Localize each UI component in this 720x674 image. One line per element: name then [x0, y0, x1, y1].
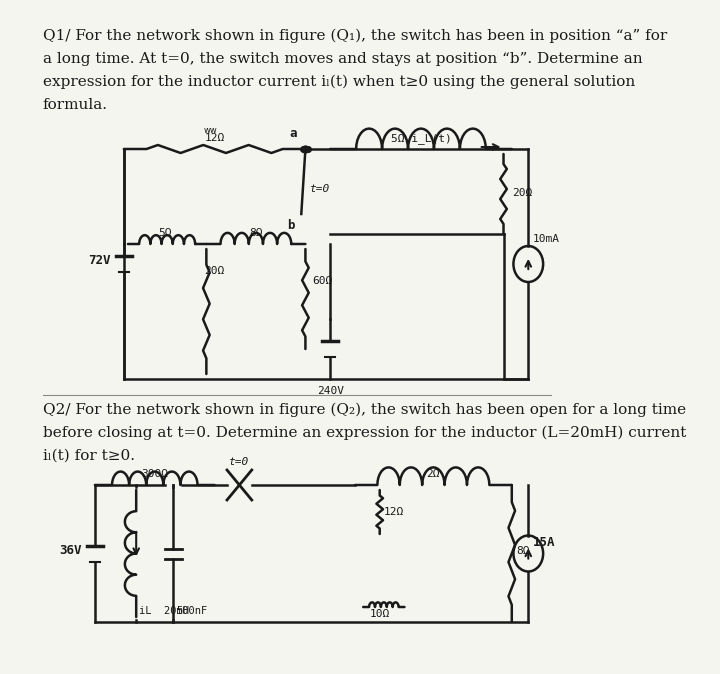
Text: b: b — [287, 219, 294, 232]
Text: t=0: t=0 — [229, 457, 250, 467]
Text: 8Ω: 8Ω — [249, 228, 263, 238]
Text: a long time. At t=0, the switch moves and stays at position “b”. Determine an: a long time. At t=0, the switch moves an… — [43, 52, 642, 66]
Text: 60Ω: 60Ω — [312, 276, 332, 286]
Text: 12Ω: 12Ω — [204, 133, 225, 143]
Text: 10Ω: 10Ω — [369, 609, 390, 619]
Text: t=0: t=0 — [310, 183, 330, 193]
Text: iₗ(t) for t≥0.: iₗ(t) for t≥0. — [43, 449, 135, 463]
Text: 72V: 72V — [88, 254, 110, 267]
Text: 5Ω i_L(t): 5Ω i_L(t) — [391, 133, 451, 144]
Text: 36V: 36V — [59, 543, 81, 557]
Text: Q2/ For the network shown in figure (Q₂), the switch has been open for a long ti: Q2/ For the network shown in figure (Q₂)… — [43, 403, 686, 417]
Text: 15A: 15A — [532, 536, 555, 549]
Text: 20Ω: 20Ω — [204, 266, 225, 276]
Text: 2Ω: 2Ω — [427, 469, 440, 479]
Text: 5Ω: 5Ω — [158, 228, 172, 238]
Text: 12Ω: 12Ω — [384, 507, 404, 517]
Text: before closing at t=0. Determine an expression for the inductor (L=20mH) current: before closing at t=0. Determine an expr… — [43, 426, 686, 440]
Text: ww: ww — [204, 126, 217, 135]
Text: 20Ω: 20Ω — [512, 189, 532, 199]
Text: a: a — [289, 127, 297, 140]
Text: 8Ω: 8Ω — [516, 545, 529, 555]
Text: 500nF: 500nF — [176, 606, 207, 616]
Text: Q1/ For the network shown in figure (Q₁), the switch has been in position “a” fo: Q1/ For the network shown in figure (Q₁)… — [43, 29, 667, 43]
Text: 300Ω: 300Ω — [141, 469, 168, 479]
Text: iL  20mH: iL 20mH — [139, 606, 189, 616]
Text: expression for the inductor current iₗ(t) when t≥0 using the general solution: expression for the inductor current iₗ(t… — [43, 75, 635, 90]
Text: 10mA: 10mA — [532, 234, 559, 244]
Text: formula.: formula. — [43, 98, 108, 112]
Text: 240V: 240V — [317, 386, 343, 396]
